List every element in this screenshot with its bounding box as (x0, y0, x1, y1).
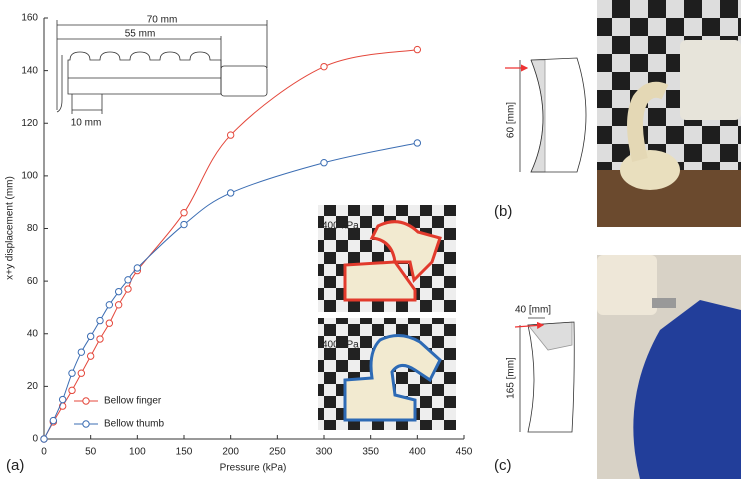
y-tick-label: 100 (21, 171, 38, 182)
figure: 70 mm 55 mm 10 mm 400 kPa 400 kPa Pressu… (0, 0, 741, 479)
diagram-c (515, 318, 574, 432)
y-tick-label: 80 (27, 223, 39, 234)
y-tick-label: 60 (27, 276, 39, 287)
inset-label: 400 kPa (322, 340, 359, 351)
legend-label: Bellow thumb (104, 419, 164, 430)
data-point (134, 265, 140, 271)
bellow-drawing (57, 20, 267, 114)
diagram-b (505, 58, 586, 172)
x-tick-label: 0 (41, 447, 47, 458)
y-axis-label: x+y displacement (mm) (5, 176, 16, 280)
data-point (227, 132, 233, 138)
legend-marker (83, 398, 89, 404)
dimension-label: 70 mm (147, 15, 178, 26)
data-point (181, 221, 187, 227)
legend-marker (83, 421, 89, 427)
y-tick-label: 140 (21, 65, 38, 76)
x-tick-label: 50 (85, 447, 97, 458)
data-point (41, 436, 47, 442)
y-tick-label: 0 (32, 434, 38, 445)
legend-label: Bellow finger (104, 396, 162, 407)
x-tick-label: 350 (362, 447, 379, 458)
x-tick-label: 300 (316, 447, 333, 458)
data-point (50, 417, 56, 423)
inset-label: 400 kPa (322, 221, 359, 232)
x-tick-label: 250 (269, 447, 286, 458)
data-point (125, 286, 131, 292)
data-point (97, 336, 103, 342)
x-tick-label: 400 (409, 447, 426, 458)
panel-label: (c) (494, 457, 512, 474)
data-point (321, 160, 327, 166)
data-point (227, 190, 233, 196)
y-tick-label: 40 (27, 328, 39, 339)
data-point (414, 46, 420, 52)
data-point (321, 63, 327, 69)
data-point (69, 387, 75, 393)
x-tick-label: 200 (222, 447, 239, 458)
data-point (181, 210, 187, 216)
data-point (97, 317, 103, 323)
dimension-label: 10 mm (71, 118, 102, 129)
data-point (106, 302, 112, 308)
data-point (115, 302, 121, 308)
panel-label: (a) (6, 457, 24, 474)
inset-photo (318, 205, 456, 430)
data-point (125, 277, 131, 283)
data-point (106, 320, 112, 326)
dimension-label: 40 [mm] (515, 305, 551, 316)
x-tick-label: 100 (129, 447, 146, 458)
dimension-label: 165 [mm] (506, 357, 517, 399)
dimension-label: 55 mm (125, 29, 156, 40)
y-tick-label: 20 (27, 381, 39, 392)
panel-label: (b) (494, 203, 512, 220)
data-point (78, 370, 84, 376)
photo-top (597, 0, 741, 227)
data-point (69, 370, 75, 376)
data-point (414, 140, 420, 146)
x-tick-label: 450 (456, 447, 473, 458)
y-tick-label: 120 (21, 118, 38, 129)
data-point (87, 333, 93, 339)
x-tick-label: 150 (176, 447, 193, 458)
data-point (87, 353, 93, 359)
data-point (59, 396, 65, 402)
dimension-label: 60 [mm] (506, 102, 517, 138)
photo-bottom (597, 255, 741, 479)
data-point (78, 349, 84, 355)
data-point (115, 288, 121, 294)
x-axis-label: Pressure (kPa) (220, 463, 287, 474)
y-tick-label: 160 (21, 13, 38, 24)
